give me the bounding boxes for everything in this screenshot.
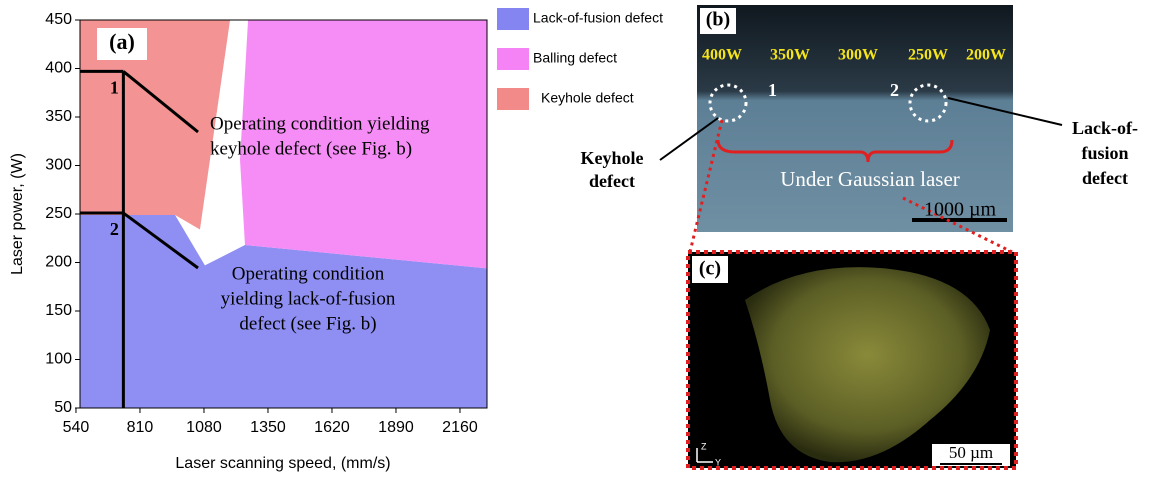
axis-z: Z <box>701 441 707 451</box>
y-tick-label: 450 <box>45 11 72 28</box>
scale-bar <box>940 463 1002 465</box>
power-label: 200W <box>966 47 1006 64</box>
power-label: 250W <box>908 47 948 64</box>
x-tick-label: 1080 <box>186 419 222 436</box>
panel-c: (c) 50 µm Z Y <box>688 252 1016 468</box>
annotation: Operating condition <box>232 263 385 284</box>
x-axis-label: Laser scanning speed, (mm/s) <box>175 455 390 472</box>
scale-label: 1000 µm <box>924 199 997 221</box>
x-tick-label: 1890 <box>378 419 414 436</box>
legend-swatch <box>497 8 529 30</box>
x-tick-label: 2160 <box>442 419 478 436</box>
y-tick-label: 200 <box>45 254 72 271</box>
y-tick-label: 350 <box>45 108 72 125</box>
panel-label: (c) <box>699 258 721 280</box>
legend-label: Keyhole defect <box>541 90 634 106</box>
x-tick-label: 540 <box>63 419 90 436</box>
panel-label: (a) <box>109 29 135 54</box>
legend-swatch <box>497 48 529 70</box>
annotation: keyhole defect (see Fig. b) <box>210 138 412 159</box>
y-tick-label: 150 <box>45 302 72 319</box>
scale-label: 50 µm <box>949 443 993 462</box>
y-tick-label: 400 <box>45 60 72 77</box>
y-tick-label: 250 <box>45 205 72 222</box>
point-label: 1 <box>768 80 777 100</box>
x-tick-label: 810 <box>127 419 154 436</box>
annotation: defect (see Fig. b) <box>239 313 376 334</box>
note: defect <box>1082 168 1128 188</box>
chart-a: 50 100 150 200 250 300 350 400 450 540 810 1080 1350… <box>9 8 663 472</box>
marker-label: 2 <box>110 219 119 239</box>
legend-label: Lack-of-fusion defect <box>533 10 663 26</box>
figure: 5010015020025030035040045054081010801350… <box>0 0 1149 476</box>
y-tick-label: 300 <box>45 157 72 174</box>
point-label: 2 <box>890 80 899 100</box>
x-tick-label: 1620 <box>314 419 350 436</box>
note: Keyhole <box>581 148 644 168</box>
legend-swatch <box>497 88 529 110</box>
power-label: 350W <box>770 47 810 64</box>
panel-label: (b) <box>706 9 730 31</box>
annotation: Operating condition yielding <box>210 113 430 134</box>
panel-b: (b) 400W 350W 300W 250W 200W 1 2 Under Gaussian… <box>581 5 1139 252</box>
marker-label: 1 <box>110 78 119 98</box>
y-axis-label: Laser power, (W) <box>9 153 26 275</box>
note: fusion <box>1081 143 1128 163</box>
note: Lack-of- <box>1072 118 1138 138</box>
axis-y: Y <box>715 457 721 467</box>
note: defect <box>589 171 635 191</box>
power-label: 300W <box>838 47 878 64</box>
caption: Under Gaussian laser <box>780 167 960 191</box>
x-tick-label: 1350 <box>250 419 286 436</box>
power-label: 400W <box>702 47 742 64</box>
annotation: yielding lack-of-fusion <box>221 288 396 309</box>
y-tick-label: 100 <box>45 351 72 368</box>
legend-label: Balling defect <box>533 50 617 66</box>
y-tick-label: 50 <box>54 399 72 416</box>
